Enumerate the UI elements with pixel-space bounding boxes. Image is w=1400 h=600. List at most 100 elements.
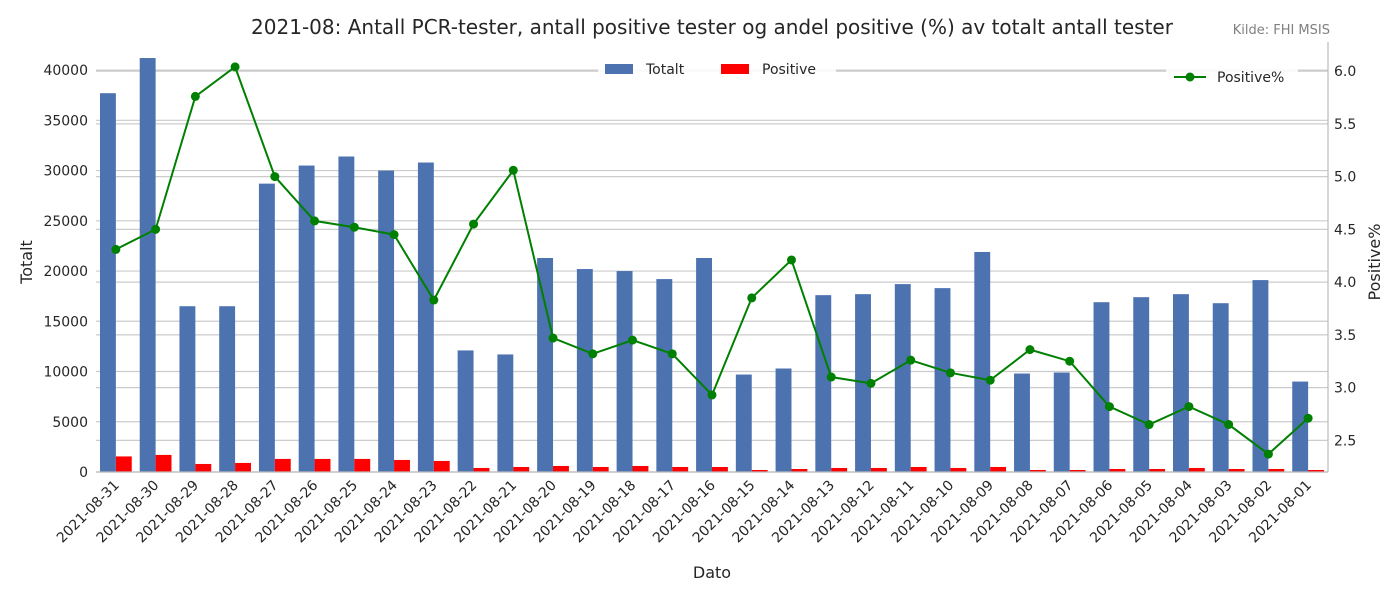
point-positive-percent (389, 230, 399, 240)
point-positive-percent (310, 216, 320, 226)
point-positive-percent (429, 295, 439, 305)
bar-positive (1109, 468, 1126, 472)
bar-positive (1228, 468, 1245, 472)
bar-positive (870, 467, 887, 472)
point-positive-percent (628, 335, 638, 345)
point-positive-percent (1025, 345, 1035, 355)
bar-positive (394, 459, 410, 472)
legend-marker (1185, 72, 1195, 82)
point-positive-percent (1303, 413, 1313, 423)
bar-positive (712, 466, 728, 472)
y2-tick-label: 5.0 (1334, 170, 1356, 186)
y-tick-label: 20000 (43, 264, 88, 280)
bar-positive (354, 458, 371, 472)
point-positive-percent (349, 222, 359, 232)
point-positive-percent (230, 62, 240, 72)
bar-positive (274, 458, 291, 472)
bar-totalt (99, 93, 116, 472)
bar-totalt (735, 374, 752, 472)
point-positive-percent (190, 91, 200, 101)
y2-tick-label: 3.0 (1334, 381, 1356, 397)
bar-positive (1069, 469, 1086, 472)
bar-totalt (1133, 297, 1150, 472)
point-positive-percent (707, 390, 717, 400)
bar-positive (115, 456, 132, 472)
point-positive-percent (1224, 420, 1234, 430)
point-positive-percent (945, 368, 955, 378)
positive-percent-line (111, 62, 1313, 459)
bar-totalt (1093, 302, 1110, 472)
y-axis-label: Totalt (17, 240, 36, 285)
bars (99, 58, 1325, 473)
bar-totalt (576, 269, 593, 472)
bar-positive (513, 466, 530, 472)
y2-tick-label: 5.5 (1334, 117, 1356, 133)
bar-positive (910, 466, 927, 472)
bar-totalt (1173, 294, 1189, 472)
point-positive-percent (548, 333, 558, 343)
bar-positive (1029, 469, 1046, 472)
legend-swatch-totalt (605, 64, 633, 74)
bar-totalt (179, 306, 196, 472)
y2-tick-label: 4.5 (1334, 222, 1356, 238)
bar-positive (592, 466, 609, 472)
bar-totalt (258, 183, 275, 472)
bar-positive (831, 467, 848, 472)
bar-positive (1188, 467, 1205, 472)
bar-totalt (616, 271, 633, 472)
bar-positive (314, 458, 331, 472)
bar-totalt (696, 257, 712, 472)
y2-axis-label: Positive% (1365, 224, 1384, 301)
point-positive-percent (747, 293, 757, 303)
point-positive-percent (1065, 356, 1075, 366)
point-positive-percent (151, 224, 161, 234)
bar-positive (553, 465, 569, 472)
bar-positive (235, 462, 251, 472)
y2-tick-label: 4.0 (1334, 275, 1356, 291)
bar-totalt (457, 350, 474, 472)
bar-totalt (1212, 303, 1229, 472)
y2-tick-label: 2.5 (1334, 433, 1356, 449)
point-positive-percent (1104, 402, 1114, 412)
point-positive-percent (1263, 449, 1273, 459)
bar-positive (1149, 468, 1166, 472)
bar-totalt (974, 251, 991, 472)
legend-label-positive-percent: Positive% (1217, 70, 1284, 86)
point-positive-percent (1144, 420, 1154, 430)
point-positive-percent (985, 375, 995, 385)
y-tick-label: 5000 (52, 415, 88, 431)
legend-swatch-positive (721, 64, 749, 74)
bar-positive (751, 469, 768, 472)
bar-totalt (1014, 373, 1030, 472)
point-positive-percent (826, 372, 836, 382)
source-label: Kilde: FHI MSIS (1233, 23, 1330, 38)
point-positive-percent (906, 355, 916, 365)
bar-totalt (338, 156, 355, 472)
bar-totalt (1292, 381, 1309, 472)
chart-title: 2021-08: Antall PCR-tester, antall posit… (251, 15, 1174, 39)
legend-bars: Totalt Positive (598, 58, 836, 82)
legend-label-positive: Positive (762, 62, 816, 78)
legend-label-totalt: Totalt (645, 62, 685, 78)
y-tick-label: 35000 (43, 113, 88, 129)
y-tick-label: 25000 (43, 214, 88, 230)
bar-totalt (497, 354, 514, 472)
bar-totalt (537, 257, 554, 472)
point-positive-percent (508, 165, 518, 175)
point-positive-percent (667, 349, 677, 359)
bar-positive (155, 454, 172, 472)
point-positive-percent (270, 172, 280, 182)
y-tick-label: 0 (79, 465, 88, 481)
bar-totalt (378, 170, 395, 473)
y2-tick-label: 6.0 (1334, 64, 1356, 80)
bar-positive (990, 466, 1007, 472)
bar-positive (632, 465, 649, 472)
bar-totalt (219, 306, 236, 472)
legend-line: Positive% (1166, 63, 1298, 89)
point-positive-percent (111, 244, 121, 254)
bar-positive (950, 467, 967, 472)
bar-totalt (1053, 372, 1070, 472)
y-tick-label: 15000 (43, 314, 88, 330)
bar-positive (791, 468, 808, 472)
